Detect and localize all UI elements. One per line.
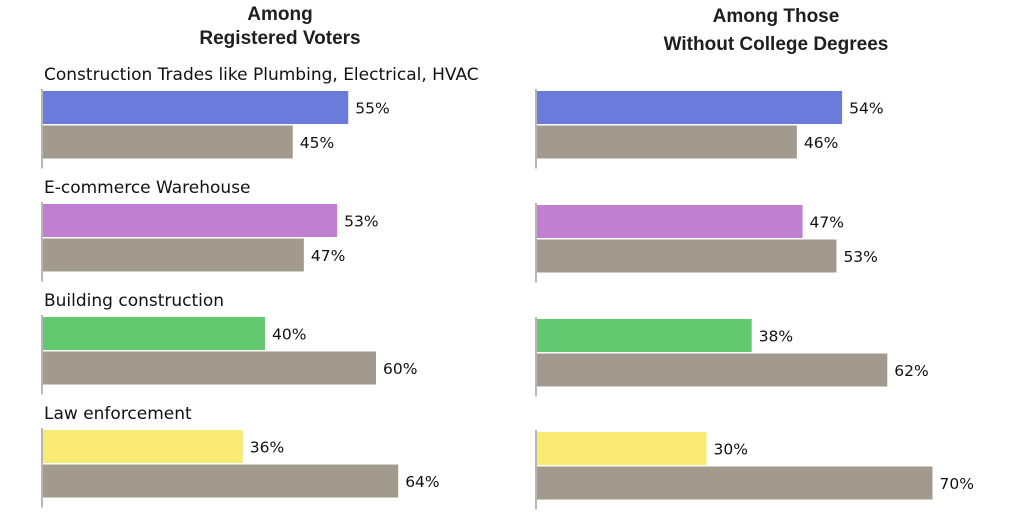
data-label: 60% <box>383 360 417 378</box>
data-label: 45% <box>300 134 334 152</box>
bar <box>43 351 376 385</box>
data-label: 47% <box>311 247 345 265</box>
bar <box>43 238 304 272</box>
data-label: 36% <box>250 439 284 457</box>
data-label: 54% <box>849 100 883 118</box>
bar <box>43 91 349 124</box>
category-label: Construction Trades like Plumbing, Elect… <box>44 65 479 85</box>
data-label: 53% <box>344 213 378 231</box>
data-label: 70% <box>940 475 974 493</box>
bar <box>43 430 243 463</box>
data-label: 53% <box>843 248 877 266</box>
bar <box>537 319 752 352</box>
panel-2: Among Those Without College Degrees 54% 46%… <box>535 6 974 510</box>
data-label: 40% <box>272 326 306 344</box>
bar <box>537 91 843 124</box>
data-label: 46% <box>804 134 838 152</box>
data-label: 47% <box>810 214 844 232</box>
bar <box>537 353 888 387</box>
data-label: 55% <box>355 100 389 118</box>
data-label: 38% <box>759 328 793 346</box>
panel-2-title-line: Among Those <box>713 6 840 27</box>
category-label: Building construction <box>44 291 224 311</box>
bar <box>537 205 803 238</box>
bar <box>43 125 293 159</box>
bar <box>43 464 399 498</box>
bar <box>537 466 933 500</box>
panel-1-title-line: Among <box>247 4 312 25</box>
category-label: E-commerce Warehouse <box>44 178 251 198</box>
panel-2-title-line: Without College Degrees <box>664 34 889 55</box>
bar <box>537 239 837 273</box>
bar <box>43 204 338 237</box>
panel-1: Among Registered Voters Construction Trade… <box>41 4 479 508</box>
data-label: 30% <box>714 441 748 459</box>
data-label: 64% <box>405 473 439 491</box>
panel-1-title-line: Registered Voters <box>199 28 360 49</box>
data-label: 62% <box>894 362 928 380</box>
bar <box>43 317 265 350</box>
category-label: Law enforcement <box>44 404 192 424</box>
bar <box>537 125 797 159</box>
bar <box>537 432 707 465</box>
